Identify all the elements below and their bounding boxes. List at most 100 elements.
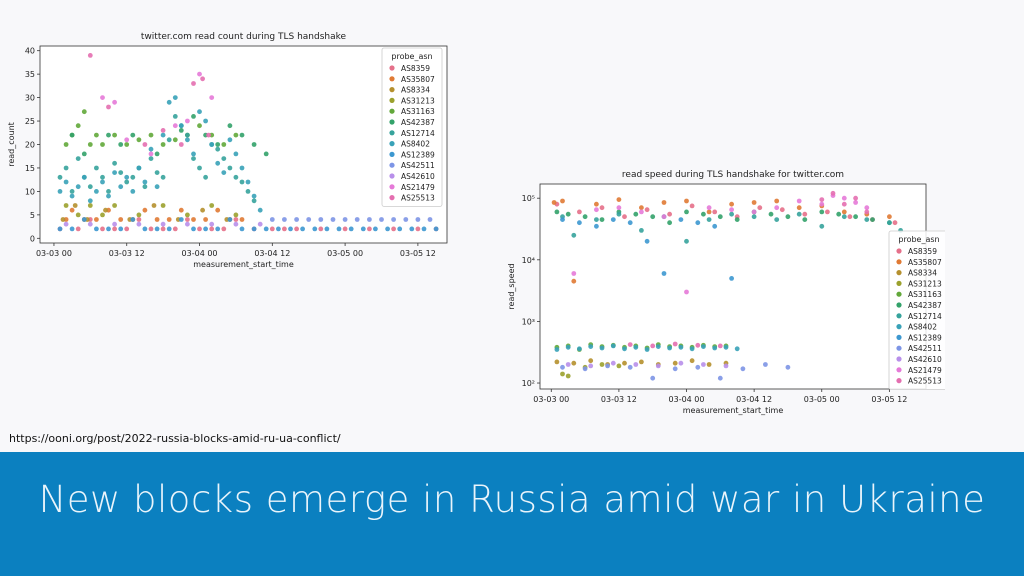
data-point xyxy=(853,214,858,220)
data-point xyxy=(215,142,221,147)
data-point xyxy=(172,114,178,119)
data-point xyxy=(87,221,93,227)
data-point xyxy=(203,226,209,232)
y-tick-label: 25 xyxy=(25,117,35,126)
legend-marker xyxy=(896,324,902,330)
data-point xyxy=(599,362,605,367)
legend-marker xyxy=(896,248,902,254)
data-point xyxy=(185,132,190,138)
data-point xyxy=(69,189,75,194)
data-point xyxy=(191,151,196,157)
legend-marker xyxy=(389,162,395,168)
legend-label: AS42511 xyxy=(908,344,942,353)
legend-title: probe_asn xyxy=(898,235,939,244)
data-point xyxy=(269,226,275,232)
data-point xyxy=(245,179,251,185)
data-point xyxy=(106,132,111,138)
legend-label: AS8359 xyxy=(908,247,937,256)
legend-label: AS42387 xyxy=(908,301,942,310)
data-point xyxy=(130,132,136,138)
data-point xyxy=(723,344,729,350)
legend-label: AS42610 xyxy=(908,355,942,364)
data-point xyxy=(221,142,227,147)
data-point xyxy=(825,209,830,215)
data-point xyxy=(251,198,257,204)
data-point xyxy=(712,209,718,215)
data-point xyxy=(294,217,299,222)
data-point xyxy=(644,238,650,244)
data-point xyxy=(136,221,142,227)
data-point xyxy=(251,142,257,147)
data-point xyxy=(282,226,287,232)
legend-marker xyxy=(389,119,395,125)
data-point xyxy=(779,207,785,213)
data-point xyxy=(282,217,287,222)
data-point xyxy=(330,217,336,222)
data-point xyxy=(57,189,63,194)
y-tick-label: 20 xyxy=(25,141,35,150)
data-point xyxy=(342,226,348,232)
legend-marker xyxy=(389,141,395,147)
data-point xyxy=(582,214,588,220)
data-point xyxy=(209,203,215,208)
x-axis-label: measurement_start_time xyxy=(193,260,294,269)
data-point xyxy=(678,360,684,366)
data-point xyxy=(130,217,136,222)
data-point xyxy=(819,197,825,202)
data-point xyxy=(227,165,233,171)
data-point xyxy=(644,207,650,213)
data-point xyxy=(142,184,148,190)
data-point xyxy=(185,212,190,218)
data-point xyxy=(819,209,825,215)
x-tick-label: 03-03 00 xyxy=(533,395,569,404)
data-point xyxy=(209,142,215,147)
data-point xyxy=(142,142,148,147)
data-point xyxy=(318,226,324,232)
data-point xyxy=(312,226,318,232)
data-point xyxy=(63,165,69,171)
data-point xyxy=(712,345,718,351)
data-point xyxy=(69,226,75,232)
data-point xyxy=(802,211,808,217)
data-point xyxy=(729,276,734,281)
data-point xyxy=(565,362,571,367)
data-point xyxy=(191,217,196,222)
y-tick-label: 10 xyxy=(25,187,35,196)
data-point xyxy=(633,362,639,367)
data-point xyxy=(142,226,148,232)
source-link[interactable]: https://ooni.org/post/2022-russia-blocks… xyxy=(9,432,341,445)
data-point xyxy=(75,123,81,129)
data-point xyxy=(588,363,594,369)
legend-marker xyxy=(896,270,902,276)
data-point xyxy=(763,362,768,367)
data-point xyxy=(257,207,263,213)
data-point xyxy=(233,132,239,138)
data-point xyxy=(136,137,142,143)
data-point xyxy=(717,375,723,381)
data-point xyxy=(633,344,639,350)
data-point xyxy=(582,366,588,372)
data-point xyxy=(701,211,706,217)
data-point xyxy=(151,203,157,208)
data-point xyxy=(209,95,215,100)
data-point xyxy=(610,343,616,349)
data-point xyxy=(233,174,239,180)
data-point xyxy=(796,211,802,217)
data-point xyxy=(684,198,689,204)
legend-label: AS8402 xyxy=(908,323,937,332)
data-point xyxy=(734,217,740,222)
x-tick-label: 03-03 12 xyxy=(601,395,637,404)
legend-box xyxy=(888,230,945,390)
data-point xyxy=(774,205,780,211)
data-point xyxy=(251,226,257,232)
y-tick-label: 10⁴ xyxy=(522,256,535,265)
legend-label: AS8359 xyxy=(401,64,430,73)
data-point xyxy=(178,123,184,129)
data-point xyxy=(577,220,582,226)
data-point xyxy=(191,156,196,161)
data-point xyxy=(864,217,870,222)
data-point xyxy=(774,217,780,222)
data-point xyxy=(577,209,582,215)
data-point xyxy=(294,226,299,232)
y-tick-label: 35 xyxy=(25,70,35,79)
